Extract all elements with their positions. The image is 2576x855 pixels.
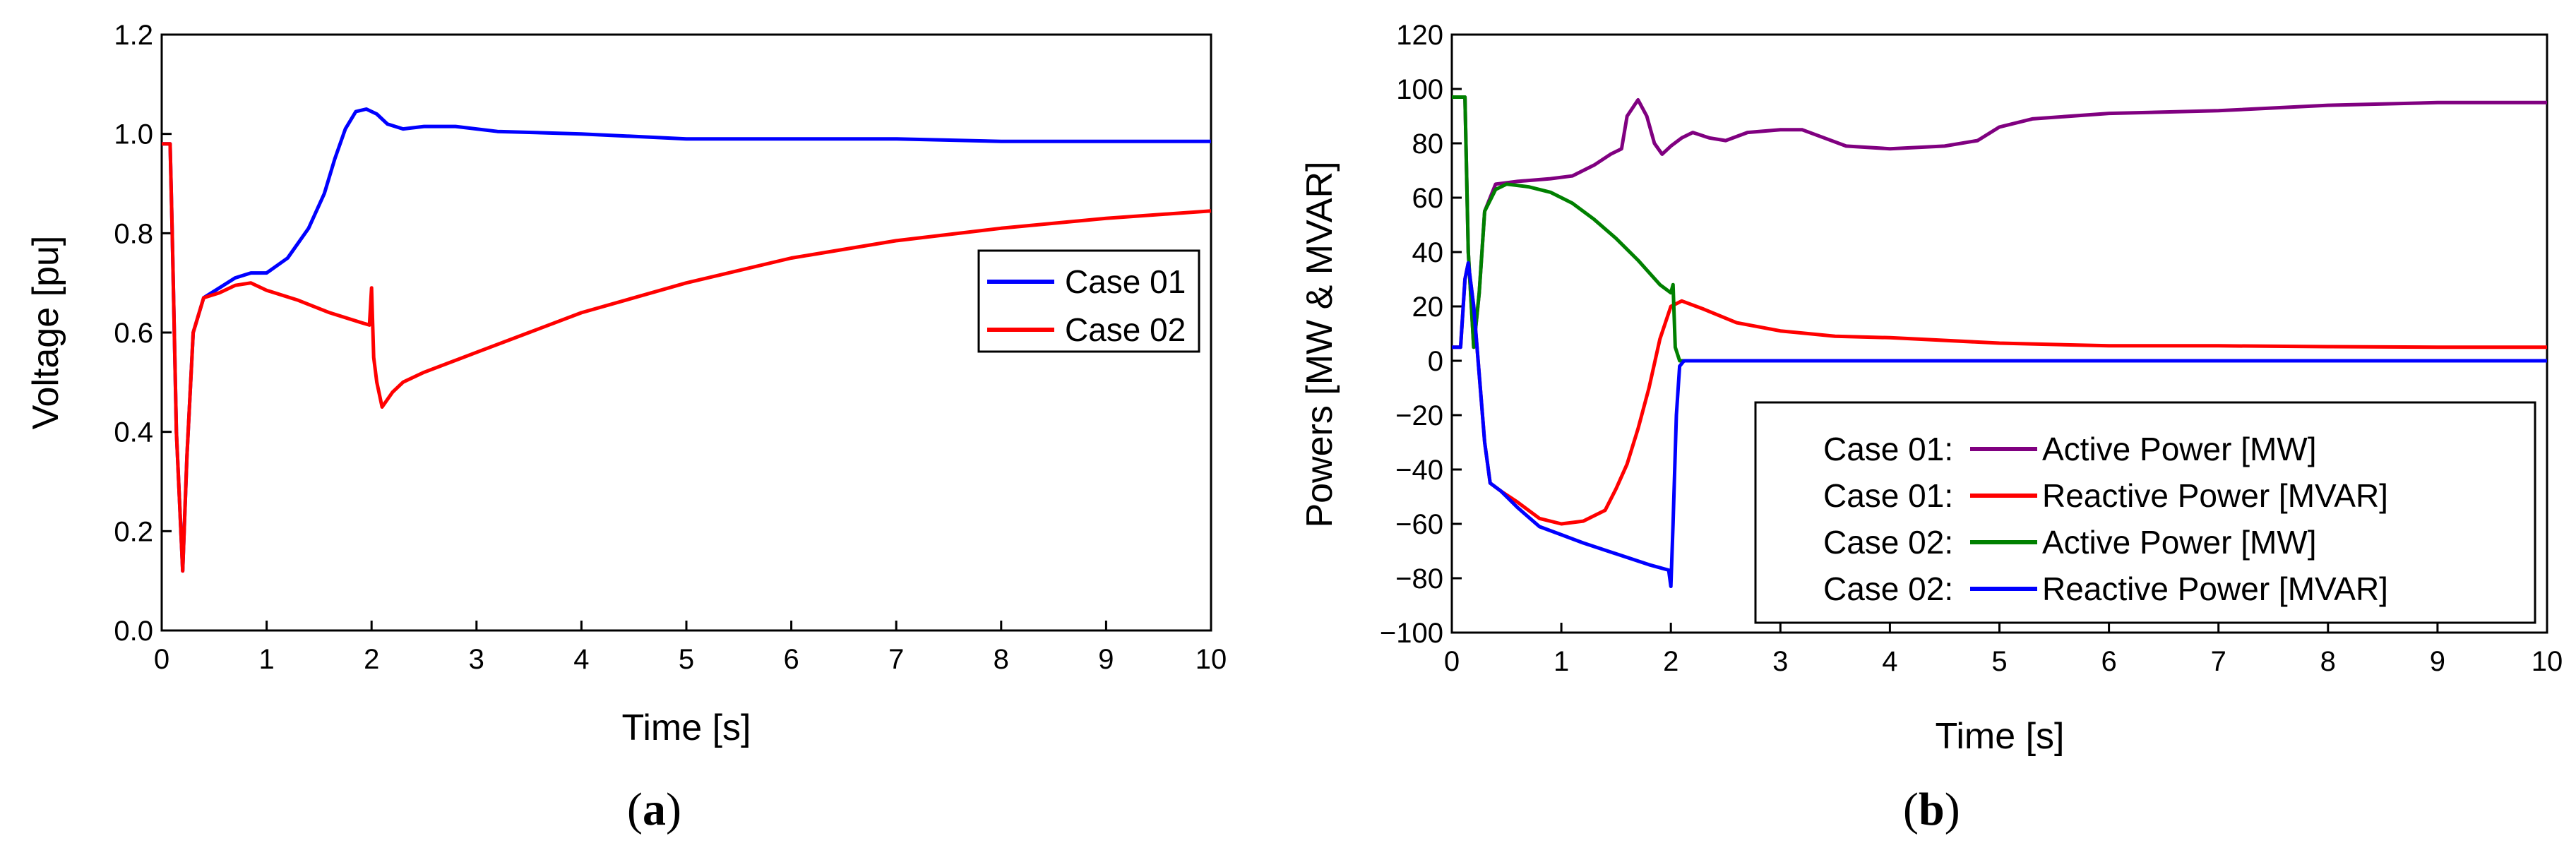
chart-b-caption-close: ) — [1945, 784, 1960, 835]
chart-b-x-tick-label: 1 — [1554, 646, 1569, 677]
chart-a-x-tick-label: 6 — [783, 644, 799, 675]
chart-a-y-tick-label: 1.2 — [114, 20, 153, 51]
chart-b-x-tick-label: 9 — [2430, 646, 2445, 677]
chart-b-x-tick-label: 2 — [1663, 646, 1678, 677]
chart-b-y-ticks: −100 −80 −60 −40 −20 0 20 40 60 80 100 120 — [1380, 20, 1462, 649]
chart-b-legend: Case 01: Active Power [MW] Case 01: Reac… — [1754, 401, 2536, 624]
chart-a-x-tick-label: 8 — [994, 644, 1009, 675]
chart-a-caption-close: ) — [666, 784, 681, 835]
chart-b-x-tick-label: 8 — [2320, 646, 2336, 677]
chart-b-legend-case-3: Case 02: — [1823, 524, 1953, 561]
chart-b-y-axis-label: Powers [MW & MVAR] — [1299, 161, 1340, 527]
chart-a-x-ticks: 0 1 2 3 4 5 6 7 8 9 10 — [154, 621, 1227, 675]
chart-b-y-tick-label: −60 — [1395, 509, 1443, 540]
chart-b: 0 1 2 3 4 5 6 7 8 9 10 −100 −80 −60 −40 −20 0 20 40 60 80 10… — [1299, 20, 2563, 835]
chart-b-y-tick-label: −20 — [1395, 400, 1443, 431]
chart-b-y-tick-label: 120 — [1396, 20, 1443, 51]
chart-a-y-tick-label: 0.4 — [114, 417, 153, 448]
chart-a: 0 1 2 3 4 5 6 7 8 9 10 0.0 0.2 0.4 0.6 0.8 1.0 1.2 Time … — [25, 20, 1227, 835]
chart-b-series-line-1 — [1452, 95, 2547, 349]
chart-a-caption: (a) — [627, 784, 681, 835]
chart-b-y-tick-label: 80 — [1412, 128, 1444, 160]
chart-b-legend-case-2: Case 01: — [1823, 477, 1953, 514]
chart-b-x-ticks: 0 1 2 3 4 5 6 7 8 9 10 — [1444, 623, 2563, 677]
chart-a-x-tick-label: 3 — [469, 644, 484, 675]
chart-b-x-tick-label: 5 — [1991, 646, 2007, 677]
chart-b-series — [1452, 95, 2547, 588]
chart-a-x-tick-label: 1 — [258, 644, 274, 675]
chart-a-x-tick-label: 4 — [573, 644, 589, 675]
chart-a-legend-label-case01: Case 01 — [1065, 263, 1186, 300]
chart-a-legend-label-case02: Case 02 — [1065, 311, 1186, 348]
chart-a-x-axis-label: Time [s] — [622, 707, 751, 748]
chart-b-x-tick-label: 3 — [1772, 646, 1788, 677]
chart-b-legend-label-2: Reactive Power [MVAR] — [2042, 477, 2388, 514]
chart-b-y-tick-label: −40 — [1395, 455, 1443, 486]
chart-a-x-tick-label: 10 — [1195, 644, 1227, 675]
chart-a-series — [162, 107, 1212, 573]
chart-b-x-tick-label: 6 — [2101, 646, 2116, 677]
chart-a-y-ticks: 0.0 0.2 0.4 0.6 0.8 1.0 1.2 — [114, 20, 172, 647]
chart-b-x-tick-label: 4 — [1882, 646, 1897, 677]
chart-a-x-tick-label: 7 — [888, 644, 904, 675]
chart-a-caption-open: ( — [627, 784, 643, 835]
chart-b-series-line-4 — [1452, 261, 2547, 588]
chart-a-x-tick-label: 5 — [679, 644, 694, 675]
chart-a-caption-letter: a — [643, 784, 666, 835]
chart-b-caption-letter: b — [1919, 784, 1945, 835]
chart-b-legend-label-4: Reactive Power [MVAR] — [2042, 570, 2388, 607]
chart-b-legend-case-4: Case 02: — [1823, 570, 1953, 607]
chart-a-y-tick-label: 0.2 — [114, 516, 153, 547]
chart-a-series-line-2 — [162, 142, 1212, 573]
chart-b-legend-case-1: Case 01: — [1823, 431, 1953, 467]
chart-b-y-tick-label: 100 — [1396, 74, 1443, 105]
chart-b-y-tick-label: −80 — [1395, 563, 1443, 594]
chart-b-caption-open: ( — [1903, 784, 1919, 835]
chart-a-y-tick-label: 0.8 — [114, 218, 153, 249]
chart-a-x-tick-label: 9 — [1098, 644, 1114, 675]
chart-b-x-tick-label: 0 — [1444, 646, 1460, 677]
chart-a-y-tick-label: 0.6 — [114, 318, 153, 349]
chart-a-y-axis-label: Voltage [pu] — [25, 236, 66, 430]
chart-b-legend-label-3: Active Power [MW] — [2042, 524, 2317, 561]
chart-a-y-tick-label: 1.0 — [114, 119, 153, 150]
chart-a-x-tick-label: 0 — [154, 644, 169, 675]
chart-b-caption: (b) — [1903, 784, 1960, 835]
chart-b-legend-label-1: Active Power [MW] — [2042, 431, 2317, 467]
chart-b-y-tick-label: 60 — [1412, 183, 1444, 214]
chart-b-legend-box — [1754, 401, 2536, 624]
chart-b-series-line-3 — [1452, 95, 1693, 363]
chart-a-legend-box — [977, 249, 1200, 353]
chart-b-y-tick-label: 0 — [1428, 346, 1443, 377]
chart-b-y-tick-label: −100 — [1380, 618, 1443, 649]
chart-a-x-tick-label: 2 — [364, 644, 379, 675]
chart-b-x-axis-label: Time [s] — [1936, 716, 2065, 757]
chart-b-x-tick-label: 10 — [2532, 646, 2563, 677]
chart-b-y-tick-label: 40 — [1412, 237, 1444, 268]
chart-a-y-tick-label: 0.0 — [114, 616, 153, 647]
chart-b-y-tick-label: 20 — [1412, 292, 1444, 323]
chart-a-legend: Case 01 Case 02 — [977, 249, 1200, 353]
chart-b-x-tick-label: 7 — [2211, 646, 2226, 677]
